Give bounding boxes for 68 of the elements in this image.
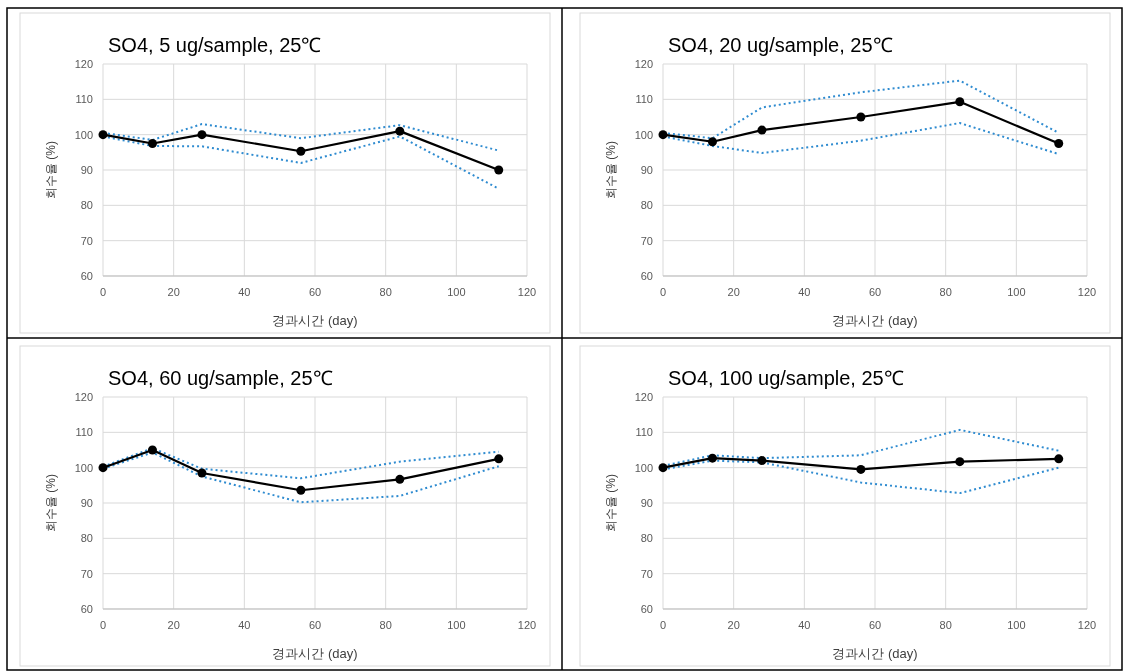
y-tick-label: 100 — [74, 128, 93, 141]
y-tick-label: 100 — [634, 128, 653, 141]
x-axis-title: 경과시간 (day) — [272, 313, 358, 328]
y-tick-label: 120 — [634, 391, 653, 403]
y-tick-label: 80 — [80, 199, 93, 212]
x-tick-label: 120 — [1077, 619, 1097, 631]
y-tick-label: 80 — [640, 199, 653, 212]
y-tick-label: 60 — [640, 270, 653, 282]
x-axis-title: 경과시간 (day) — [832, 313, 918, 328]
y-tick-label: 60 — [80, 603, 93, 615]
x-tick-label: 100 — [447, 619, 466, 631]
x-tick-label: 20 — [167, 286, 180, 298]
y-axis-title: 회수율 (%) — [44, 474, 58, 532]
y-tick-label: 110 — [635, 93, 653, 106]
x-tick-label: 80 — [939, 286, 952, 298]
x-tick-label: 40 — [238, 286, 251, 298]
x-tick-label: 0 — [99, 619, 107, 631]
y-tick-label: 110 — [75, 426, 93, 439]
y-tick-label: 80 — [80, 532, 93, 545]
x-tick-label: 20 — [727, 619, 740, 631]
y-tick-label: 120 — [74, 391, 93, 403]
y-axis-title: 회수율 (%) — [604, 141, 618, 199]
y-axis-title: 회수율 (%) — [44, 141, 58, 199]
y-tick-label: 110 — [635, 426, 653, 439]
x-tick-label: 100 — [447, 286, 466, 298]
x-tick-label: 120 — [1077, 286, 1097, 298]
y-axis-title: 회수율 (%) — [604, 474, 618, 532]
x-tick-label: 40 — [238, 619, 251, 631]
x-axis-title: 경과시간 (day) — [272, 646, 358, 661]
x-tick-label: 0 — [659, 619, 667, 631]
x-tick-label: 80 — [379, 619, 392, 631]
chart-title: SO4, 20 ug/sample, 25℃ — [668, 34, 893, 56]
x-tick-label: 60 — [868, 619, 882, 631]
y-tick-label: 120 — [634, 58, 653, 70]
y-tick-label: 70 — [80, 234, 93, 247]
y-tick-label: 90 — [80, 164, 93, 176]
x-tick-label: 60 — [308, 286, 322, 298]
x-tick-label: 100 — [1007, 619, 1026, 631]
y-tick-label: 90 — [640, 497, 653, 509]
x-tick-label: 40 — [798, 619, 811, 631]
y-tick-label: 100 — [634, 461, 653, 474]
y-tick-label: 120 — [74, 58, 93, 70]
x-tick-label: 20 — [167, 619, 180, 631]
y-tick-label: 60 — [80, 270, 93, 282]
x-tick-label: 100 — [1007, 286, 1026, 298]
chart-title: SO4, 5 ug/sample, 25℃ — [108, 34, 322, 56]
y-tick-label: 110 — [75, 93, 93, 106]
x-tick-label: 20 — [727, 286, 740, 298]
x-tick-label: 0 — [99, 286, 107, 298]
x-tick-label: 40 — [798, 286, 811, 298]
x-tick-label: 120 — [517, 619, 537, 631]
x-tick-label: 80 — [939, 619, 952, 631]
y-tick-label: 70 — [640, 234, 653, 247]
y-tick-label: 70 — [640, 567, 653, 580]
x-tick-label: 60 — [868, 286, 882, 298]
y-tick-label: 80 — [640, 532, 653, 545]
x-tick-label: 120 — [517, 286, 537, 298]
y-tick-label: 90 — [80, 497, 93, 509]
x-tick-label: 0 — [659, 286, 667, 298]
x-axis-title: 경과시간 (day) — [832, 646, 918, 661]
y-tick-label: 70 — [80, 567, 93, 580]
y-tick-label: 60 — [640, 603, 653, 615]
chart-title: SO4, 100 ug/sample, 25℃ — [668, 367, 904, 389]
y-tick-label: 90 — [640, 164, 653, 176]
x-tick-label: 80 — [379, 286, 392, 298]
x-tick-label: 60 — [308, 619, 322, 631]
y-tick-label: 100 — [74, 461, 93, 474]
chart-title: SO4, 60 ug/sample, 25℃ — [108, 367, 333, 389]
